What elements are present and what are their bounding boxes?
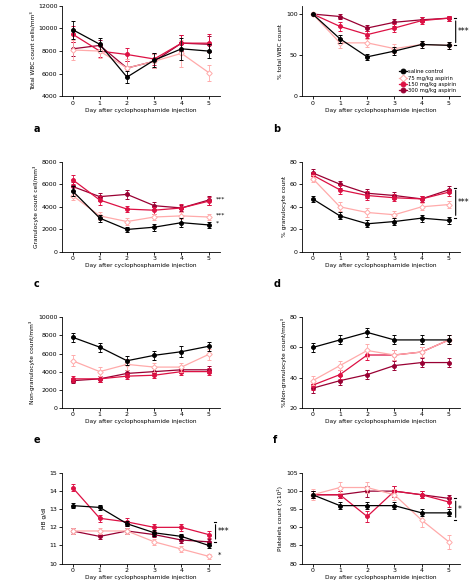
Text: ***: *** — [458, 198, 470, 207]
Text: *: * — [216, 220, 219, 225]
Text: ***: *** — [458, 27, 470, 36]
Text: f: f — [273, 435, 278, 445]
X-axis label: Day after cyclophosphamide injection: Day after cyclophosphamide injection — [85, 575, 196, 580]
Y-axis label: Platelets count (×10²): Platelets count (×10²) — [277, 486, 283, 551]
Text: ***: *** — [216, 212, 225, 217]
X-axis label: Day after cyclophosphamide injection: Day after cyclophosphamide injection — [325, 263, 437, 268]
Y-axis label: % granulocyte count: % granulocyte count — [282, 176, 287, 238]
Text: c: c — [33, 279, 39, 289]
X-axis label: Day after cyclophosphamide injection: Day after cyclophosphamide injection — [85, 107, 196, 113]
Text: ***: *** — [218, 528, 229, 536]
X-axis label: Day after cyclophosphamide injection: Day after cyclophosphamide injection — [325, 575, 437, 580]
X-axis label: Day after cyclophosphamide injection: Day after cyclophosphamide injection — [85, 263, 196, 268]
Text: d: d — [273, 279, 280, 289]
Y-axis label: HB g/dl: HB g/dl — [42, 508, 47, 529]
Text: a: a — [33, 124, 40, 134]
Legend: saline control, 75 mg/kg aspirin, 150 mg/kg aspirin, 300 mg/kg aspirin: saline control, 75 mg/kg aspirin, 150 mg… — [398, 69, 457, 94]
Text: b: b — [273, 124, 281, 134]
Y-axis label: Total WBC count cells/mm³: Total WBC count cells/mm³ — [30, 12, 35, 91]
Text: e: e — [33, 435, 40, 445]
X-axis label: Day after cyclophosphamide injection: Day after cyclophosphamide injection — [85, 419, 196, 424]
X-axis label: Day after cyclophosphamide injection: Day after cyclophosphamide injection — [325, 419, 437, 424]
Y-axis label: %Non-granulocyte count/mm³: %Non-granulocyte count/mm³ — [281, 318, 287, 407]
Text: ***: *** — [216, 196, 225, 202]
Y-axis label: Granulocyte count cell/mm³: Granulocyte count cell/mm³ — [33, 166, 39, 248]
Text: *: * — [458, 505, 462, 514]
Y-axis label: Non-granulocyte count/mm³: Non-granulocyte count/mm³ — [29, 321, 35, 404]
Y-axis label: % total WBC count: % total WBC count — [278, 24, 283, 78]
Text: *: * — [218, 551, 222, 558]
X-axis label: Day after cyclophosphamide injection: Day after cyclophosphamide injection — [325, 107, 437, 113]
